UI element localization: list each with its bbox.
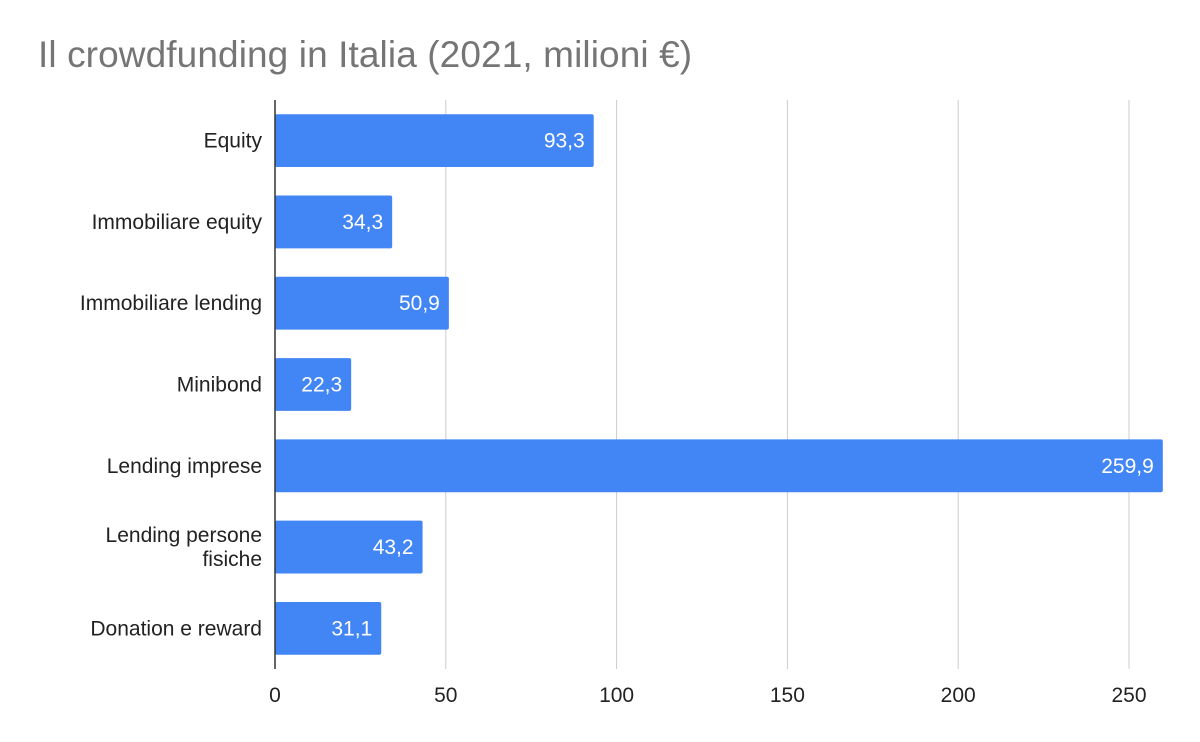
category-label-line: Immobiliare equity [92,211,263,234]
bar-1 [275,195,393,249]
category-label-0: Equity [204,130,263,153]
data-label-2: 50,9 [399,292,440,315]
category-label-2: Immobiliare lending [80,292,262,315]
category-label-line: Lending persone [106,524,262,547]
category-label-line: Donation e reward [90,617,262,640]
x-tick-label-100: 100 [599,684,634,707]
bar-2 [275,276,449,330]
bar-4 [275,439,1163,493]
x-tick-label-0: 0 [269,684,281,707]
bar-0 [275,114,594,168]
category-label-1: Immobiliare equity [92,211,263,234]
category-label-3: Minibond [177,374,262,397]
chart-title: Il crowdfunding in Italia (2021, milioni… [38,34,693,75]
category-label-6: Donation e reward [90,617,262,640]
category-label-4: Lending imprese [107,455,262,478]
data-label-6: 31,1 [331,617,372,640]
data-label-1: 34,3 [342,211,383,234]
category-label-line: Equity [204,130,263,153]
category-label-line: Immobiliare lending [80,292,262,315]
bar-3 [275,358,352,411]
category-label-5: Lending persone fisiche [106,524,262,571]
x-tick-label-150: 150 [770,684,805,707]
data-label-3: 22,3 [301,374,342,397]
bar-6 [275,601,382,655]
x-tick-label-250: 250 [1111,684,1146,707]
category-label-line: fisiche [202,548,262,571]
data-label-5: 43,2 [373,536,414,559]
x-tick-label-50: 50 [434,684,457,707]
bar-5 [275,520,423,574]
x-tick-label-200: 200 [941,684,976,707]
category-label-line: Minibond [177,374,262,397]
data-label-0: 93,3 [544,130,585,153]
category-label-line: Lending imprese [107,455,262,478]
data-label-4: 259,9 [1101,455,1154,478]
